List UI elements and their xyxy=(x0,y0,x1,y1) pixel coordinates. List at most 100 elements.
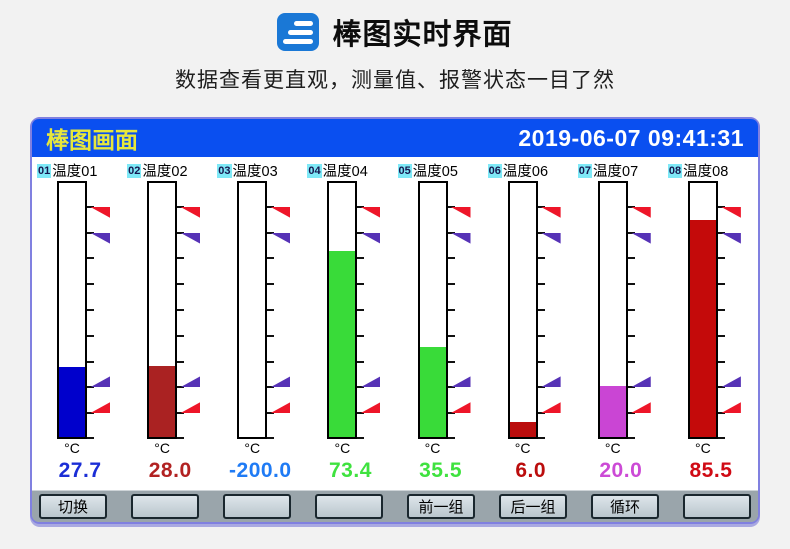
channel-number-badge: 04 xyxy=(307,163,322,178)
bar-fill xyxy=(149,365,176,437)
low-alarm-flag-icon xyxy=(540,376,561,388)
channel-number-badge: 03 xyxy=(217,163,232,178)
channel-column: 06 温度06 °C 6.0 xyxy=(486,160,576,483)
channel-label: 06 温度06 xyxy=(486,161,576,180)
low-alarm-flag-icon xyxy=(180,376,201,388)
scale-tick xyxy=(537,257,545,260)
bar-tube xyxy=(327,181,358,439)
channel-value: 73.4 xyxy=(329,459,372,482)
low-low-alarm-flag-icon xyxy=(360,402,381,414)
softkey-button[interactable]: 前一组 xyxy=(407,494,475,519)
scale-tick xyxy=(717,437,725,439)
high-high-alarm-flag-icon xyxy=(360,206,381,218)
channel-value: 28.0 xyxy=(148,459,192,482)
three-bars-icon xyxy=(277,13,320,51)
gauge-scale xyxy=(357,181,381,439)
scale-tick xyxy=(537,309,545,311)
channel-column: 07 温度07 °C 20.0 xyxy=(576,160,666,483)
softkey-button[interactable]: 循环 xyxy=(591,494,659,519)
scale-tick xyxy=(627,386,635,389)
scale-tick xyxy=(267,412,275,415)
channel-label: 08 温度08 xyxy=(666,161,756,180)
scale-tick xyxy=(177,257,185,260)
gauge-scale xyxy=(537,181,562,439)
scale-tick xyxy=(537,386,545,389)
bar-gauge xyxy=(687,181,742,439)
scale-tick xyxy=(447,257,455,260)
scale-tick xyxy=(627,334,635,337)
low-alarm-flag-icon xyxy=(720,376,741,388)
channel-label: 02 温度02 xyxy=(125,161,215,180)
bar-gauge xyxy=(417,181,472,439)
bar-fill xyxy=(599,386,626,437)
bar-tube xyxy=(687,181,718,439)
channel-column: 03 温度03 °C -200.0 xyxy=(215,160,305,483)
channel-label: 01 温度01 xyxy=(35,161,125,180)
page-title: 棒图实时界面 xyxy=(332,19,513,51)
low-low-alarm-flag-icon xyxy=(180,402,201,414)
screen-panel: 棒图画面 2019-06-07 09:41:31 01 温度01 °C 27.7… xyxy=(30,117,760,524)
scale-tick xyxy=(267,334,275,337)
channel-name: 温度02 xyxy=(142,164,188,180)
channel-unit: °C xyxy=(695,440,711,456)
scale-tick xyxy=(717,257,725,260)
scale-tick xyxy=(717,360,725,363)
channel-number-badge: 02 xyxy=(127,163,142,178)
softkey-button[interactable] xyxy=(223,494,291,519)
gauge-scale xyxy=(717,181,742,439)
bar-tube xyxy=(507,181,538,439)
bar-fill xyxy=(689,219,716,437)
high-alarm-flag-icon xyxy=(270,232,291,244)
channel-value: 27.7 xyxy=(58,459,102,482)
high-high-alarm-flag-icon xyxy=(450,206,471,218)
scale-tick xyxy=(447,334,455,337)
gauge-scale xyxy=(87,181,111,439)
low-low-alarm-flag-icon xyxy=(540,402,561,414)
channel-unit: °C xyxy=(64,440,80,456)
channel-name: 温度08 xyxy=(683,164,729,180)
bar-gauge xyxy=(597,181,652,439)
low-low-alarm-flag-icon xyxy=(630,402,651,414)
scale-tick xyxy=(627,283,635,286)
scale-tick xyxy=(177,437,185,439)
channel-name: 温度03 xyxy=(232,164,278,180)
high-alarm-flag-icon xyxy=(720,232,741,244)
softkey-button[interactable] xyxy=(683,494,751,519)
softkey-button[interactable]: 切换 xyxy=(39,494,107,519)
gauge-scale xyxy=(267,181,291,439)
scale-tick xyxy=(87,386,94,389)
gauge-scale xyxy=(447,181,472,439)
page-header: 棒图实时界面 数据查看更直观，测量值、报警状态一目了然 xyxy=(0,0,790,94)
channel-label: 05 温度05 xyxy=(396,161,486,180)
scale-tick xyxy=(537,437,545,439)
scale-tick xyxy=(447,386,455,389)
scale-tick xyxy=(177,360,185,363)
scale-tick xyxy=(177,412,185,415)
channel-unit: °C xyxy=(154,440,170,456)
channel-label: 03 温度03 xyxy=(215,161,305,180)
scale-tick xyxy=(357,309,365,311)
page-subtitle: 数据查看更直观，测量值、报警状态一目了然 xyxy=(175,69,615,92)
low-alarm-flag-icon xyxy=(450,376,471,388)
channel-unit: °C xyxy=(604,440,621,456)
scale-tick xyxy=(177,386,185,389)
channel-name: 温度06 xyxy=(502,164,549,180)
scale-tick xyxy=(357,360,365,363)
scale-tick xyxy=(177,283,185,286)
channels-row: 01 温度01 °C 27.7 02 温度02 °C 28.0 03 温度03 xyxy=(32,157,758,483)
softkey-button[interactable] xyxy=(131,494,199,519)
scale-tick xyxy=(177,334,185,337)
high-high-alarm-flag-icon xyxy=(720,206,741,218)
softkey-button[interactable] xyxy=(315,494,383,519)
channel-name: 温度07 xyxy=(593,164,639,180)
softkey-button[interactable]: 后一组 xyxy=(499,494,567,519)
scale-tick xyxy=(267,257,275,260)
low-low-alarm-flag-icon xyxy=(720,402,741,414)
channel-unit: °C xyxy=(424,440,441,456)
icon-bar xyxy=(283,38,314,44)
channel-unit: °C xyxy=(244,440,261,456)
scale-tick xyxy=(357,412,365,415)
scale-tick xyxy=(447,309,455,311)
bar-tube xyxy=(237,181,268,439)
bar-tube xyxy=(57,181,87,439)
